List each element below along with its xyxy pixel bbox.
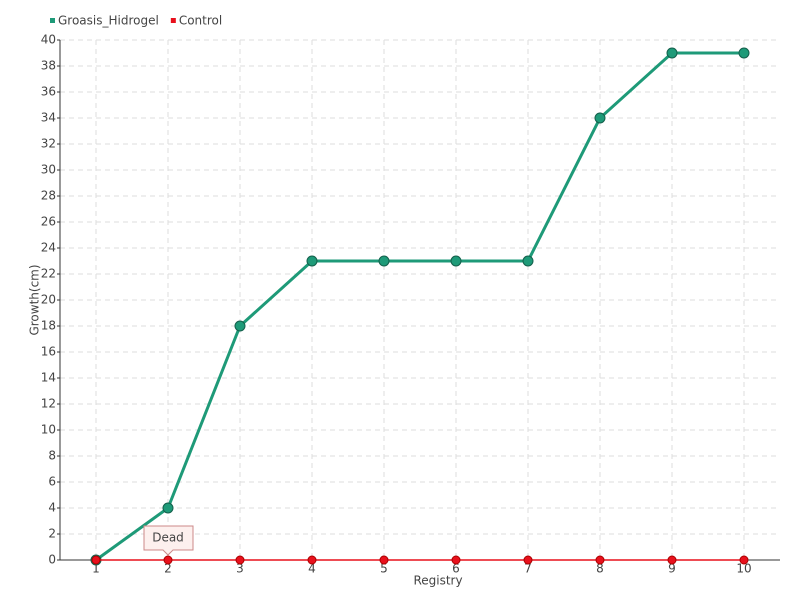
y-tick-label: 34 — [41, 111, 56, 125]
data-point — [594, 112, 606, 124]
data-point — [162, 502, 174, 514]
y-tick-label: 2 — [48, 527, 56, 541]
y-tick-label: 38 — [41, 59, 56, 73]
legend-swatch — [50, 18, 55, 23]
data-point — [451, 555, 461, 565]
data-point — [667, 555, 677, 565]
y-tick-label: 16 — [41, 345, 56, 359]
data-point — [595, 555, 605, 565]
legend-label: Control — [179, 14, 222, 28]
data-point — [234, 320, 246, 332]
x-axis-label: Registry — [413, 574, 462, 588]
y-tick-label: 40 — [41, 33, 56, 47]
y-tick-label: 6 — [48, 475, 56, 489]
legend-swatch — [170, 18, 176, 23]
data-point — [666, 47, 678, 59]
y-tick-label: 10 — [41, 423, 56, 437]
legend-label: Groasis_Hidrogel — [58, 14, 159, 28]
annotation-text: Dead — [152, 531, 184, 545]
data-point — [235, 555, 245, 565]
data-point — [306, 255, 318, 267]
annotation-box — [143, 525, 194, 556]
x-tick-label: 2 — [164, 562, 172, 576]
data-point — [522, 255, 534, 267]
y-tick-label: 14 — [41, 371, 56, 385]
series-line — [95, 51, 744, 562]
y-tick-label: 36 — [41, 85, 56, 99]
data-point — [450, 255, 462, 267]
data-point — [307, 555, 317, 565]
x-tick-label: 6 — [452, 562, 460, 576]
y-tick-label: 26 — [41, 215, 56, 229]
x-tick-label: 1 — [92, 562, 100, 576]
x-tick-label: 8 — [596, 562, 604, 576]
y-axis-label: Growth(cm) — [28, 264, 42, 335]
y-tick-label: 28 — [41, 189, 56, 203]
y-tick-label: 24 — [41, 241, 56, 255]
y-tick-label: 32 — [41, 137, 56, 151]
x-tick-label: 7 — [524, 562, 532, 576]
x-tick-label: 3 — [236, 562, 244, 576]
y-tick-label: 20 — [41, 293, 56, 307]
x-tick-label: 9 — [668, 562, 676, 576]
data-point — [739, 555, 749, 565]
x-tick-label: 5 — [380, 562, 388, 576]
data-point — [163, 555, 173, 565]
x-tick-label: 10 — [736, 562, 751, 576]
y-tick-label: 0 — [48, 553, 56, 567]
y-tick-label: 8 — [48, 449, 56, 463]
data-point — [91, 555, 101, 565]
data-point — [523, 555, 533, 565]
y-tick-label: 30 — [41, 163, 56, 177]
y-tick-label: 12 — [41, 397, 56, 411]
y-tick-label: 22 — [41, 267, 56, 281]
y-tick-label: 4 — [48, 501, 56, 515]
data-point — [378, 255, 390, 267]
x-tick-label: 4 — [308, 562, 316, 576]
data-point — [379, 555, 389, 565]
data-point — [738, 47, 750, 59]
y-tick-label: 18 — [41, 319, 56, 333]
